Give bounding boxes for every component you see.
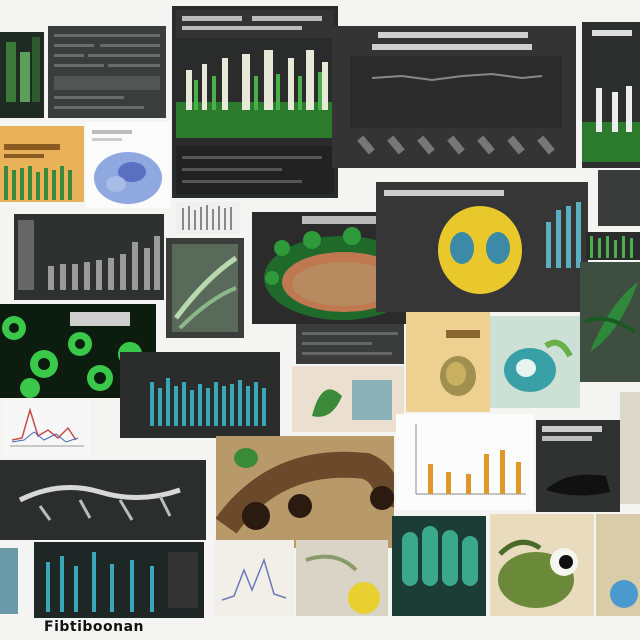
organ-illustration-icon — [86, 122, 170, 208]
green-bar-chart — [172, 6, 338, 198]
illustration-icon — [596, 514, 640, 616]
creature-illustration-icon — [490, 514, 594, 616]
skeleton-illustration-icon — [0, 460, 206, 540]
collage-caption: Fibtiboonan — [44, 619, 145, 635]
green-bar-chart-icon — [0, 32, 44, 118]
green-bars-strip — [586, 232, 640, 260]
table-icon — [302, 332, 398, 355]
blue-organ-illustration — [86, 122, 170, 208]
bar-chart — [182, 205, 232, 230]
tube-illustration-icon — [216, 436, 394, 548]
line-chart — [332, 26, 576, 168]
green-bar-thumbnail — [0, 32, 44, 118]
teal-creature-panel — [490, 316, 580, 408]
leaf-illustration-icon — [292, 366, 404, 432]
right-dark-strip — [598, 170, 640, 226]
orange-bar-panel — [0, 126, 84, 202]
bar-chart — [396, 414, 534, 510]
green-bar-panel — [172, 6, 338, 198]
strand-photo-panel — [166, 238, 244, 338]
fruit-illustration-icon — [296, 540, 388, 616]
left-blue-thumb — [0, 548, 18, 614]
bar-chart — [0, 126, 84, 202]
seed-illustration-icon — [406, 312, 490, 412]
organism-illustration-icon — [376, 182, 588, 312]
tube-illustration — [216, 436, 394, 548]
shoe-illustration-icon — [536, 420, 620, 512]
leaf-illustration — [580, 262, 640, 382]
green-bar-chart — [582, 22, 640, 168]
teal-organ-panel — [392, 516, 486, 616]
strand-illustration-icon — [166, 238, 244, 338]
teal-bar-panel — [120, 352, 280, 438]
right-bottom-panel — [596, 514, 640, 616]
skeleton-panel — [0, 460, 206, 540]
line-sketch-panel — [214, 540, 294, 616]
line-chart — [214, 540, 294, 616]
creature-illustration — [490, 514, 594, 616]
grey-bar-panel — [14, 214, 164, 300]
table-icon — [48, 26, 166, 118]
line-trend-panel — [332, 26, 576, 168]
fruit-panel — [296, 540, 388, 616]
bar-chart — [34, 542, 204, 618]
bar-chart — [14, 214, 164, 300]
line-chart — [4, 400, 90, 456]
organ-illustration-icon — [392, 516, 486, 616]
leaf-illustration-icon — [580, 262, 640, 382]
yellow-blob-panel — [376, 182, 588, 312]
creature-illustration-icon — [490, 316, 580, 408]
right-beige-panel — [620, 392, 640, 504]
dark-table-strip — [296, 324, 404, 364]
orange-scatter-panel — [396, 414, 534, 510]
dark-shoe-panel — [536, 420, 620, 512]
data-table-panel — [48, 26, 166, 118]
teal-columns-panel — [34, 542, 204, 618]
bar-chart — [120, 352, 280, 438]
beige-leaf-panel — [292, 366, 404, 432]
right-green-panel — [582, 22, 640, 168]
green-bar-chart — [590, 236, 633, 258]
barcode-strip — [176, 202, 240, 234]
yellow-seed-panel — [406, 312, 490, 412]
small-line-panel — [4, 400, 90, 456]
